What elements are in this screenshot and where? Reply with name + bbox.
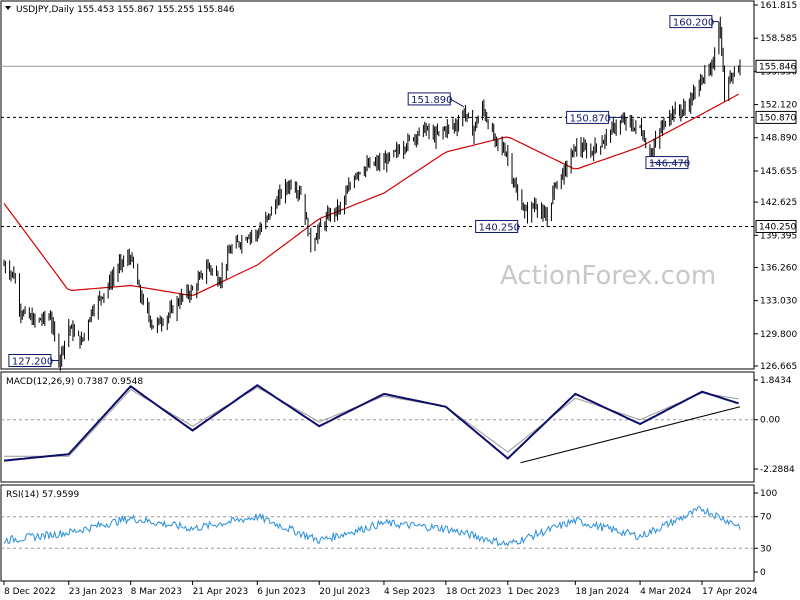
y-tick-label: 129.800 bbox=[760, 330, 797, 340]
watermark-text: ActionForex.com bbox=[500, 261, 716, 291]
x-tick-label: 18 Jan 2024 bbox=[575, 587, 629, 597]
rsi-header: RSI(14) 57.9599 bbox=[6, 490, 79, 500]
x-tick-label: 21 Apr 2023 bbox=[193, 587, 249, 597]
y-tick-label: 136.260 bbox=[760, 263, 797, 273]
level-tag-box bbox=[755, 110, 797, 124]
x-tick-label: 18 Oct 2023 bbox=[446, 587, 502, 597]
price-header: USDJPY,Daily 155.453 155.867 155.255 155… bbox=[16, 5, 235, 15]
x-tick-label: 1 Dec 2023 bbox=[508, 587, 560, 597]
price-annotation: 151.890 bbox=[407, 92, 465, 108]
annotation-box bbox=[475, 219, 519, 233]
y-tick-label: 145.655 bbox=[760, 167, 797, 177]
panel-frames bbox=[0, 0, 755, 582]
price-layer: 160.200 151.890 150.870 146.470 140.250 127.2… bbox=[1, 15, 754, 371]
axis-layer: 161.815158.585155.350152.120148.890145.6… bbox=[3, 1, 797, 597]
level-tag-label: 140.250 bbox=[759, 222, 796, 232]
rsi-layer bbox=[1, 505, 754, 549]
x-tick-label: 4 Sep 2023 bbox=[384, 587, 435, 597]
y-tick-label: 142.625 bbox=[760, 198, 797, 208]
ohlc-bars bbox=[3, 16, 741, 371]
y-tick-label: 158.585 bbox=[760, 34, 797, 44]
y-tick-label: 100 bbox=[760, 489, 777, 499]
price-annotation: 127.200 bbox=[8, 354, 59, 368]
price-annotation: 140.250 bbox=[475, 219, 520, 233]
rsi-line bbox=[3, 505, 741, 547]
price-panel-frame bbox=[0, 0, 755, 370]
macd-trendline bbox=[520, 406, 741, 464]
y-tick-label: 152.120 bbox=[760, 101, 797, 111]
annotation-label: 150.870 bbox=[570, 113, 611, 124]
y-tick-label: 126.665 bbox=[760, 362, 797, 372]
annotation-label: 151.890 bbox=[411, 95, 452, 106]
rsi-panel-frame bbox=[0, 484, 755, 582]
price-annotation: 150.870 bbox=[566, 110, 625, 124]
level-tag-box bbox=[755, 219, 797, 233]
chevron-down-icon[interactable] bbox=[5, 6, 11, 10]
y-tick-label: 1.8434 bbox=[760, 376, 792, 386]
macd-line bbox=[3, 383, 739, 462]
moving-average-line bbox=[3, 93, 739, 296]
annotation-label: 140.250 bbox=[479, 222, 520, 233]
price-annotation: 160.200 bbox=[669, 15, 719, 29]
price-annotation: 146.470 bbox=[645, 156, 690, 170]
x-tick-label: 17 Apr 2024 bbox=[702, 587, 758, 597]
level-tag-box bbox=[755, 59, 797, 73]
y-tick-label: 0.00 bbox=[760, 416, 780, 426]
y-tick-label: 139.395 bbox=[760, 231, 797, 241]
x-tick-label: 8 Dec 2022 bbox=[4, 587, 56, 597]
macd-header: MACD(12,26,9) 0.7387 0.9548 bbox=[6, 377, 143, 387]
annotation-leader bbox=[449, 98, 465, 108]
annotation-label: 160.200 bbox=[673, 18, 714, 29]
level-tag-label: 155.846 bbox=[759, 62, 796, 72]
x-tick-label: 4 Mar 2024 bbox=[640, 587, 692, 597]
x-tick-label: 23 Jan 2023 bbox=[69, 587, 123, 597]
y-tick-label: 148.890 bbox=[760, 134, 797, 144]
y-tick-label: 30 bbox=[760, 544, 772, 554]
y-tick-label: 70 bbox=[760, 513, 772, 523]
annotation-label: 127.200 bbox=[12, 357, 53, 368]
macd-panel-frame bbox=[0, 371, 755, 483]
level-tag-label: 150.870 bbox=[759, 113, 796, 123]
y-tick-label: 161.815 bbox=[760, 1, 797, 11]
y-tick-label: -2.2884 bbox=[760, 465, 795, 475]
y-tick-label: 0 bbox=[760, 568, 766, 578]
x-tick-label: 20 Jul 2023 bbox=[319, 587, 370, 597]
x-tick-label: 6 Jun 2023 bbox=[257, 587, 305, 597]
y-tick-label: 133.030 bbox=[760, 297, 797, 307]
annotation-label: 146.470 bbox=[649, 159, 690, 170]
x-tick-label: 8 Mar 2023 bbox=[131, 587, 182, 597]
macd-layer bbox=[1, 383, 754, 464]
